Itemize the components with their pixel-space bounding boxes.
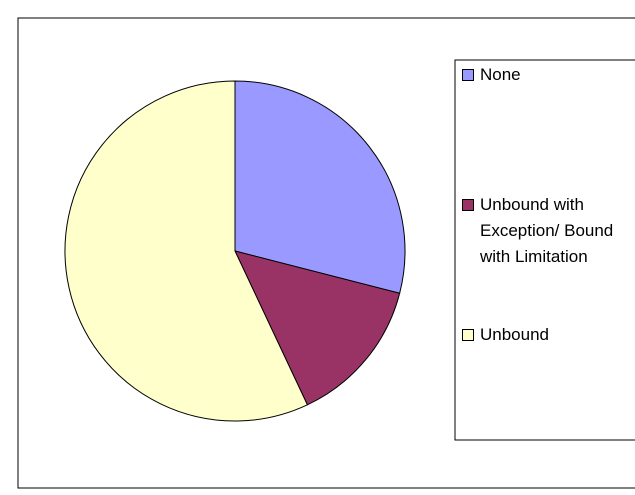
legend-label: None [480, 65, 521, 84]
legend-item: Unbound with Exception/ Bound with Limit… [462, 192, 632, 270]
legend-label: Unbound [480, 325, 550, 344]
legend-label: Unbound with Exception/ Bound with Limit… [480, 195, 614, 266]
pie-slice [64, 80, 309, 422]
chart-frame [17, 17, 635, 489]
legend-item: None [462, 62, 632, 88]
legend-swatch [462, 199, 474, 211]
pie-slice [234, 80, 406, 294]
legend-frame [454, 59, 635, 441]
legend-swatch [462, 69, 474, 81]
legend-swatch [462, 329, 474, 341]
legend-item: Unbound [462, 322, 632, 348]
pie-slice [234, 250, 401, 406]
